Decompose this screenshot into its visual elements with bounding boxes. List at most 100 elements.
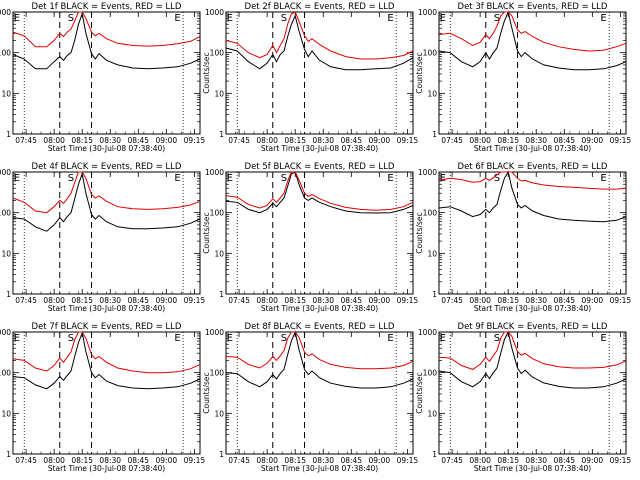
chart-title: Det 6f BLACK = Events, RED = LLD xyxy=(458,162,608,172)
event-marker-e: E xyxy=(440,13,446,24)
panel-det-7: Det 7f BLACK = Events, RED = LLD 1 10 100 10… xyxy=(0,322,205,473)
x-axis-label: Start Time (30-Jul-08 07:38:40) xyxy=(261,464,378,473)
series-events xyxy=(12,331,201,390)
event-marker-e: E xyxy=(227,173,233,184)
x-tick-label: 09:15 xyxy=(397,136,419,145)
y-tick-label: 10 xyxy=(214,409,224,418)
y-tick-label: 10 xyxy=(427,249,437,258)
x-tick-label: 08:00 xyxy=(469,136,491,145)
series-lld xyxy=(438,11,627,52)
x-tick-label: 08:30 xyxy=(99,456,121,465)
x-tick-label: 09:15 xyxy=(184,456,206,465)
panel-det-2: Det 2f BLACK = Events, RED = LLD 1 10 100 10… xyxy=(202,2,418,153)
y-tick-label: 10 xyxy=(427,89,437,98)
event-marker-e: E xyxy=(14,173,20,184)
event-marker-e: E xyxy=(174,13,180,24)
event-marker-e: E xyxy=(227,333,233,344)
x-tick-label: 08:30 xyxy=(312,136,334,145)
series-lld xyxy=(438,331,627,370)
plot-frame xyxy=(438,11,627,135)
x-tick-label: 07:45 xyxy=(15,136,37,145)
chart-title: Det 4f BLACK = Events, RED = LLD xyxy=(32,162,182,172)
x-tick-label: 09:15 xyxy=(397,296,419,305)
y-tick-label: 1000 xyxy=(418,8,437,17)
event-marker-e: E xyxy=(227,13,233,24)
x-axis-label: Start Time (30-Jul-08 07:38:40) xyxy=(48,304,165,313)
series-events xyxy=(225,330,414,389)
y-tick-label: 100 xyxy=(423,49,438,58)
x-tick-label: 08:30 xyxy=(525,456,547,465)
x-tick-label: 08:15 xyxy=(497,296,519,305)
event-marker-s: S xyxy=(68,333,74,344)
panel-det-4: Det 4f BLACK = Events, RED = LLD 1 10 100 10… xyxy=(0,162,205,313)
series-events xyxy=(12,12,201,70)
event-marker-s: S xyxy=(281,333,287,344)
event-marker-e: E xyxy=(387,173,393,184)
x-tick-label: 09:15 xyxy=(610,136,632,145)
event-marker-e: E xyxy=(440,173,446,184)
x-tick-label: 07:45 xyxy=(228,456,250,465)
series-lld xyxy=(225,171,414,211)
event-marker-s: S xyxy=(281,13,287,24)
y-axis-label: Counts/sec xyxy=(202,212,211,253)
plot-frame xyxy=(438,171,627,295)
plot-frame xyxy=(12,11,201,135)
y-tick-label: 100 xyxy=(423,369,438,378)
series-lld xyxy=(12,171,201,214)
y-tick-label: 1 xyxy=(432,130,437,139)
plot-frame xyxy=(12,171,201,295)
x-tick-label: 08:00 xyxy=(469,456,491,465)
y-tick-label: 10 xyxy=(1,89,11,98)
series-events xyxy=(438,330,627,389)
x-tick-label: 08:15 xyxy=(71,136,93,145)
x-tick-label: 08:00 xyxy=(469,296,491,305)
y-tick-label: 1 xyxy=(6,130,11,139)
panel-det-8: Det 8f BLACK = Events, RED = LLD 1 10 100 10… xyxy=(202,322,418,473)
x-tick-label: 08:45 xyxy=(553,136,575,145)
x-axis-label: Start Time (30-Jul-08 07:38:40) xyxy=(474,464,591,473)
plot-frame xyxy=(225,171,414,295)
y-tick-label: 1000 xyxy=(0,328,11,337)
x-tick-label: 08:00 xyxy=(43,296,65,305)
y-tick-label: 1 xyxy=(219,130,224,139)
x-tick-label: 09:00 xyxy=(369,456,391,465)
x-axis-label: Start Time (30-Jul-08 07:38:40) xyxy=(261,144,378,153)
y-tick-label: 100 xyxy=(210,209,225,218)
x-axis-label: Start Time (30-Jul-08 07:38:40) xyxy=(48,144,165,153)
x-tick-label: 08:15 xyxy=(497,456,519,465)
x-tick-label: 09:00 xyxy=(582,456,604,465)
chart-title: Det 3f BLACK = Events, RED = LLD xyxy=(458,2,608,12)
x-tick-label: 08:00 xyxy=(43,456,65,465)
y-tick-label: 10 xyxy=(1,409,11,418)
x-tick-label: 08:30 xyxy=(525,296,547,305)
x-tick-label: 08:30 xyxy=(525,136,547,145)
chart-title: Det 8f BLACK = Events, RED = LLD xyxy=(245,322,395,332)
y-tick-label: 1 xyxy=(432,290,437,299)
y-tick-label: 1000 xyxy=(418,168,437,177)
x-tick-label: 09:15 xyxy=(184,136,206,145)
y-tick-label: 1000 xyxy=(205,168,224,177)
y-axis-label: Counts/sec xyxy=(415,372,424,413)
series-lld xyxy=(12,331,201,374)
y-tick-label: 1000 xyxy=(418,328,437,337)
x-tick-label: 08:45 xyxy=(340,136,362,145)
x-tick-label: 08:30 xyxy=(312,296,334,305)
event-marker-s: S xyxy=(281,173,287,184)
event-marker-e: E xyxy=(387,13,393,24)
x-axis-label: Start Time (30-Jul-08 07:38:40) xyxy=(261,304,378,313)
series-lld xyxy=(438,171,627,190)
y-tick-label: 10 xyxy=(214,89,224,98)
event-marker-e: E xyxy=(174,173,180,184)
x-tick-label: 09:15 xyxy=(610,296,632,305)
x-tick-label: 08:30 xyxy=(99,136,121,145)
x-axis-label: Start Time (30-Jul-08 07:38:40) xyxy=(474,144,591,153)
x-tick-label: 08:45 xyxy=(127,136,149,145)
chart-title: Det 2f BLACK = Events, RED = LLD xyxy=(245,2,395,12)
x-tick-label: 08:45 xyxy=(340,296,362,305)
y-tick-label: 100 xyxy=(0,209,11,218)
chart-title: Det 7f BLACK = Events, RED = LLD xyxy=(32,322,182,332)
y-tick-label: 10 xyxy=(427,409,437,418)
plot-frame xyxy=(225,331,414,455)
x-tick-label: 07:45 xyxy=(441,456,463,465)
panel-det-3: Det 3f BLACK = Events, RED = LLD 1 10 100 10… xyxy=(415,2,631,153)
